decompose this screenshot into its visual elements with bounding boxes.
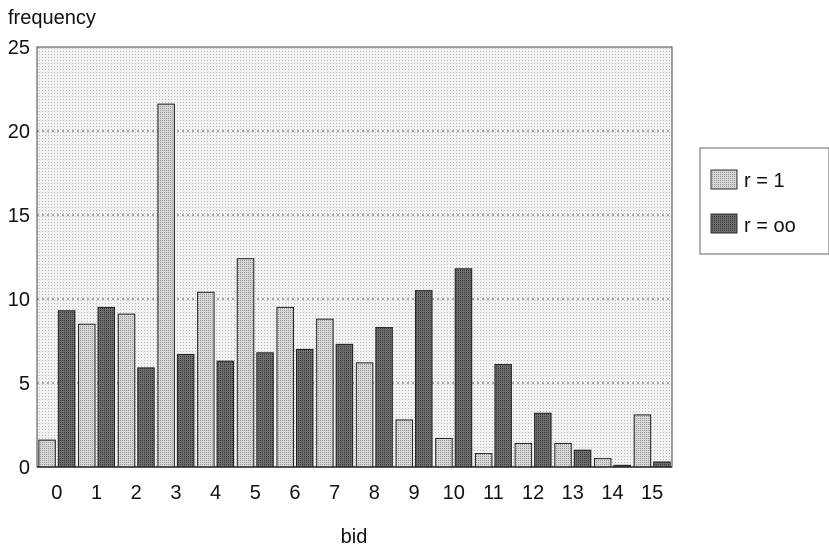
bar-roo-bid-11 <box>494 364 512 468</box>
x-tick-label-1: 1 <box>91 482 102 504</box>
x-tick-label-6: 6 <box>289 482 300 504</box>
bar-roo-bid-9 <box>415 290 433 468</box>
x-axis-ticks: 0 1 2 3 4 5 6 7 8 9 10 11 12 13 14 15 <box>51 482 663 504</box>
bar-r1-bid-4 <box>197 291 215 468</box>
legend-box <box>699 147 829 255</box>
x-tick-label-2: 2 <box>131 482 142 504</box>
y-tick-label-15: 15 <box>8 205 30 227</box>
bar-roo-bid-5 <box>256 352 274 468</box>
y-tick-label-20: 20 <box>8 121 30 143</box>
x-tick-label-0: 0 <box>51 482 62 504</box>
y-tick-label-25: 25 <box>8 37 30 59</box>
y-tick-label-10: 10 <box>8 289 30 311</box>
y-axis-ticks: 0 5 10 15 20 25 <box>8 37 30 479</box>
x-tick-label-12: 12 <box>522 482 544 504</box>
bar-r1-bid-2 <box>117 313 136 468</box>
bar-r1-bid-5 <box>236 258 255 468</box>
legend-label-r1: r = 1 <box>744 170 785 192</box>
x-tick-label-11: 11 <box>483 482 504 504</box>
bar-roo-bid-2 <box>137 367 155 468</box>
bar-roo-bid-1 <box>97 306 116 468</box>
x-tick-label-7: 7 <box>329 482 340 504</box>
x-tick-label-14: 14 <box>601 482 623 504</box>
bar-r1-bid-0 <box>38 439 56 468</box>
bar-r1-bid-8 <box>355 362 374 468</box>
bar-roo-bid-8 <box>375 327 393 468</box>
bar-r1-bid-9 <box>395 419 414 468</box>
bar-roo-bid-12 <box>534 412 552 468</box>
bar-roo-bid-7 <box>335 343 354 468</box>
y-tick-label-5: 5 <box>19 373 30 395</box>
bar-r1-bid-14 <box>593 458 612 468</box>
bar-r1-bid-15 <box>633 414 652 468</box>
bar-r1-bid-7 <box>316 318 334 468</box>
bar-roo-bid-3 <box>176 353 195 468</box>
bar-roo-bid-15 <box>653 461 671 468</box>
x-tick-label-13: 13 <box>562 482 584 504</box>
y-axis-label: frequency <box>8 7 96 29</box>
legend: r = 1 r = oo <box>699 147 829 255</box>
x-tick-label-5: 5 <box>250 482 261 504</box>
x-tick-label-4: 4 <box>210 482 221 504</box>
x-tick-label-15: 15 <box>641 482 663 504</box>
x-axis-label: bid <box>341 526 368 548</box>
bars <box>38 103 671 468</box>
bar-r1-bid-10 <box>435 437 453 468</box>
bar-roo-bid-6 <box>295 348 314 468</box>
bar-r1-bid-13 <box>554 442 572 468</box>
bar-roo-bid-0 <box>57 310 76 468</box>
x-tick-label-9: 9 <box>408 482 419 504</box>
bar-r1-bid-6 <box>276 306 294 468</box>
bar-roo-bid-4 <box>216 360 235 468</box>
bar-r1-bid-3 <box>157 103 175 468</box>
bar-r1-bid-11 <box>474 453 493 468</box>
y-tick-label-0: 0 <box>19 457 30 479</box>
bar-roo-bid-10 <box>454 268 473 468</box>
legend-swatch-r1 <box>710 169 738 190</box>
bar-r1-bid-1 <box>78 323 96 468</box>
legend-label-roo: r = oo <box>744 215 796 237</box>
bar-r1-bid-12 <box>514 442 533 468</box>
x-tick-label-8: 8 <box>369 482 380 504</box>
x-tick-label-3: 3 <box>170 482 181 504</box>
x-tick-label-10: 10 <box>443 482 465 504</box>
bar-roo-bid-13 <box>573 449 592 468</box>
legend-swatch-roo <box>710 213 738 234</box>
